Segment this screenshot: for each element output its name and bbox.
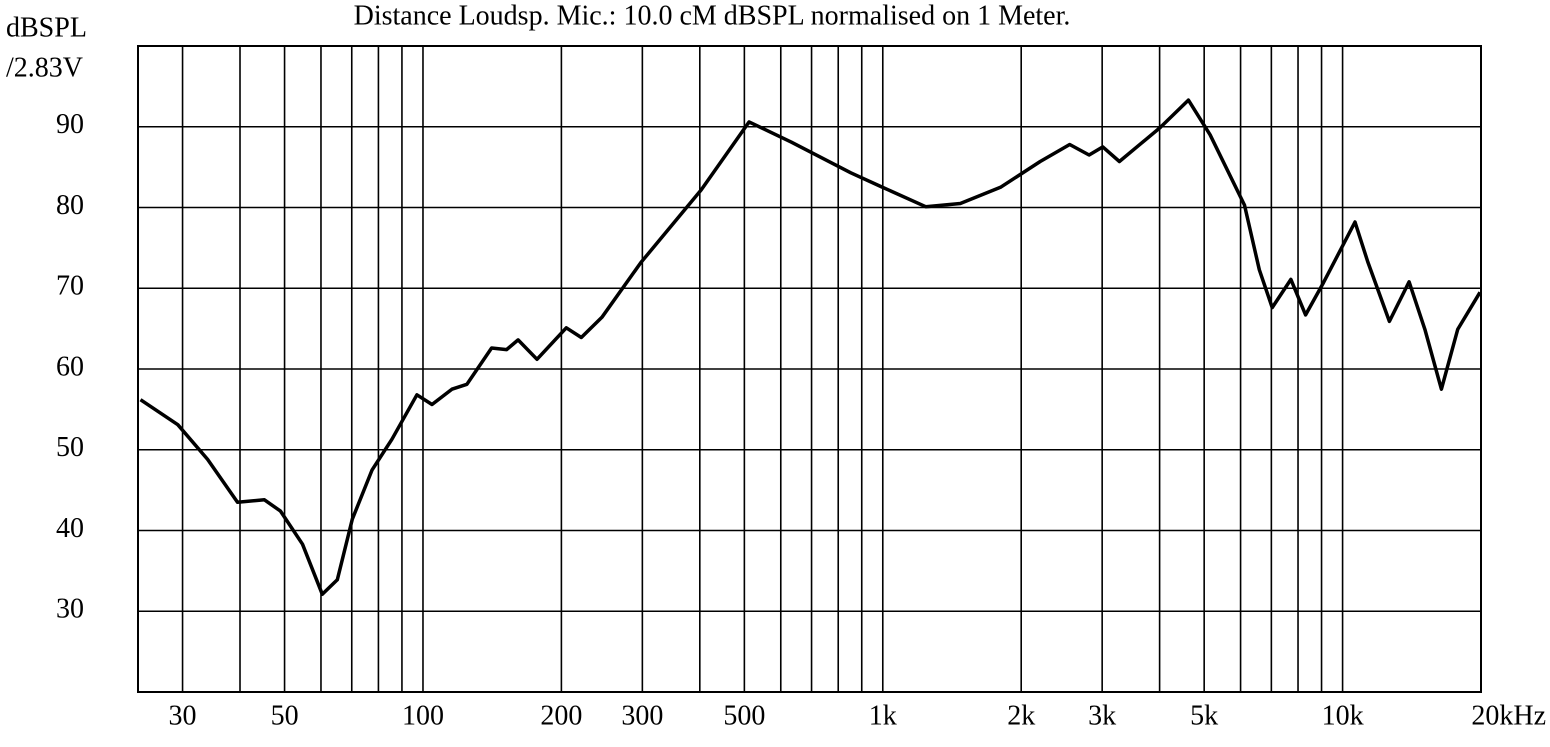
y-tick-label: 50: [56, 432, 84, 463]
x-tick-label: 300: [621, 700, 663, 731]
x-tick-label: 10k: [1322, 700, 1364, 731]
x-tick-label: 20kHz: [1471, 700, 1546, 731]
x-tick-label: 30: [169, 700, 197, 731]
x-tick-label: 5k: [1190, 700, 1218, 731]
x-tick-label: 1k: [869, 700, 897, 731]
y-tick-label: 30: [56, 594, 84, 625]
x-tick-label: 2k: [1007, 700, 1035, 731]
x-tick-label: 200: [540, 700, 582, 731]
x-tick-label: 50: [271, 700, 299, 731]
chart-title: Distance Loudsp. Mic.: 10.0 cM dBSPL nor…: [354, 0, 1071, 31]
y-axis-label: /2.83V: [6, 52, 83, 83]
y-tick-label: 60: [56, 351, 84, 382]
y-tick-label: 40: [56, 513, 84, 544]
x-tick-label: 100: [402, 700, 444, 731]
y-tick-label: 70: [56, 271, 84, 302]
y-axis-label: dBSPL: [6, 12, 87, 43]
x-tick-label: 500: [723, 700, 765, 731]
response-curve: [139, 98, 1482, 597]
y-tick-label: 80: [56, 190, 84, 221]
x-tick-label: 3k: [1088, 700, 1116, 731]
y-tick-label: 90: [56, 109, 84, 140]
